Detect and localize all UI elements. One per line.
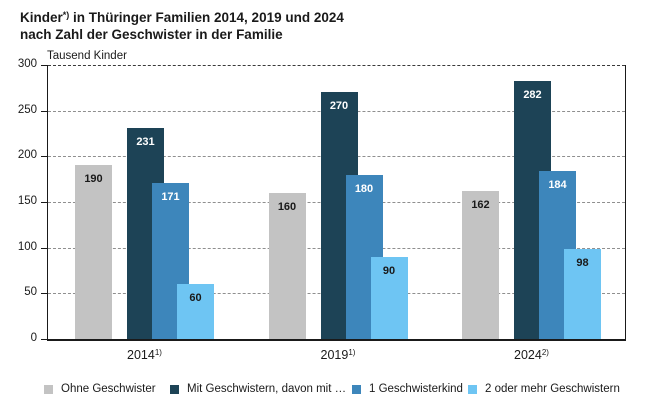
x-axis-label-2014: 20141) [127, 348, 162, 362]
legend-label: Ohne Geschwister [61, 383, 156, 395]
bar-2014-ohne-geschwister [75, 165, 112, 339]
bar-value-label-2019-ohne-geschwister: 160 [277, 201, 297, 213]
y-axis-unit-label: Tausend Kinder [47, 50, 127, 62]
legend-swatch-icon [170, 384, 179, 394]
bar-value-label-2014-ohne-geschwister: 190 [84, 173, 103, 185]
legend-label: Mit Geschwistern, davon mit … [187, 383, 347, 395]
bar-2019-2-oder-mehr-geschwistern [370, 257, 408, 339]
y-axis-tick-100 [41, 247, 47, 249]
bar-2024-2-oder-mehr-geschwistern [564, 249, 601, 339]
y-axis-tick-250 [41, 110, 47, 112]
bar-2024-ohne-geschwister [462, 191, 499, 339]
chart-title-line1: Kinder*) in Thüringer Familien 2014, 201… [20, 10, 344, 25]
y-axis-tick-300 [41, 65, 47, 66]
x-axis-footnote-mark: 1) [348, 348, 356, 357]
bar-value-label-2014-2-oder-mehr-geschwistern: 60 [189, 292, 202, 304]
y-axis-label-0: 0 [30, 332, 37, 344]
bar-value-label-2014-1-geschwisterkind: 171 [161, 191, 180, 203]
plot-area: 190 231 171 60 160 270 180 90 162 282 184 98 [47, 65, 626, 341]
bar-2014-2-oder-mehr-geschwistern [177, 284, 214, 339]
bar-value-label-2019-1-geschwisterkind: 180 [354, 183, 374, 195]
y-axis-label-100: 100 [17, 240, 37, 253]
title-footnote-mark: *) [62, 10, 70, 20]
legend-label: 1 Geschwisterkind [369, 383, 463, 395]
y-axis-tick-50 [41, 293, 47, 295]
bar-value-label-2024-1-geschwisterkind: 184 [548, 179, 567, 191]
x-axis-footnote-mark: 2) [541, 348, 549, 357]
y-axis-label-250: 250 [17, 103, 37, 116]
x-axis-label-2019: 20191) [320, 348, 356, 362]
y-axis-label-150: 150 [17, 195, 37, 207]
gridline-300 [48, 65, 625, 66]
bar-value-label-2024-mit-geschwistern-davon-mit: 282 [523, 89, 542, 101]
legend-swatch-icon [352, 384, 361, 394]
legend-item-2-oder-mehr-geschwistern: 2 oder mehr Geschwistern [468, 381, 620, 397]
bar-value-label-2014-mit-geschwistern-davon-mit: 231 [136, 136, 155, 148]
y-axis-tick-150 [41, 202, 47, 203]
chart-title: Kinder*) in Thüringer Familien 2014, 201… [20, 7, 344, 43]
bar-value-label-2019-mit-geschwistern-davon-mit: 270 [329, 100, 349, 112]
y-axis-tick-200 [41, 156, 47, 158]
y-axis-label-200: 200 [17, 149, 37, 162]
legend-label: 2 oder mehr Geschwistern [485, 383, 620, 395]
y-axis-label-50: 50 [24, 286, 37, 299]
x-axis-label-2024: 20242) [514, 348, 549, 362]
y-axis-tick-0 [41, 339, 47, 340]
legend-item-1-geschwisterkind: 1 Geschwisterkind [352, 381, 463, 397]
legend: Ohne Geschwister Mit Geschwistern, davon … [0, 381, 668, 401]
bar-value-label-2024-2-oder-mehr-geschwistern: 98 [576, 257, 589, 269]
bar-2019-ohne-geschwister [268, 193, 306, 339]
legend-swatch-icon [44, 384, 53, 394]
bar-value-label-2024-ohne-geschwister: 162 [471, 199, 490, 211]
chart-title-line2: nach Zahl der Geschwister in der Familie [20, 27, 283, 42]
legend-item-mit-geschwistern-davon-mit: Mit Geschwistern, davon mit … [170, 381, 346, 397]
legend-item-ohne-geschwister: Ohne Geschwister [44, 381, 156, 397]
x-axis-footnote-mark: 1) [154, 348, 162, 357]
y-axis-label-300: 300 [17, 58, 37, 70]
bar-value-label-2019-2-oder-mehr-geschwistern: 90 [382, 265, 396, 277]
legend-swatch-icon [468, 384, 477, 394]
